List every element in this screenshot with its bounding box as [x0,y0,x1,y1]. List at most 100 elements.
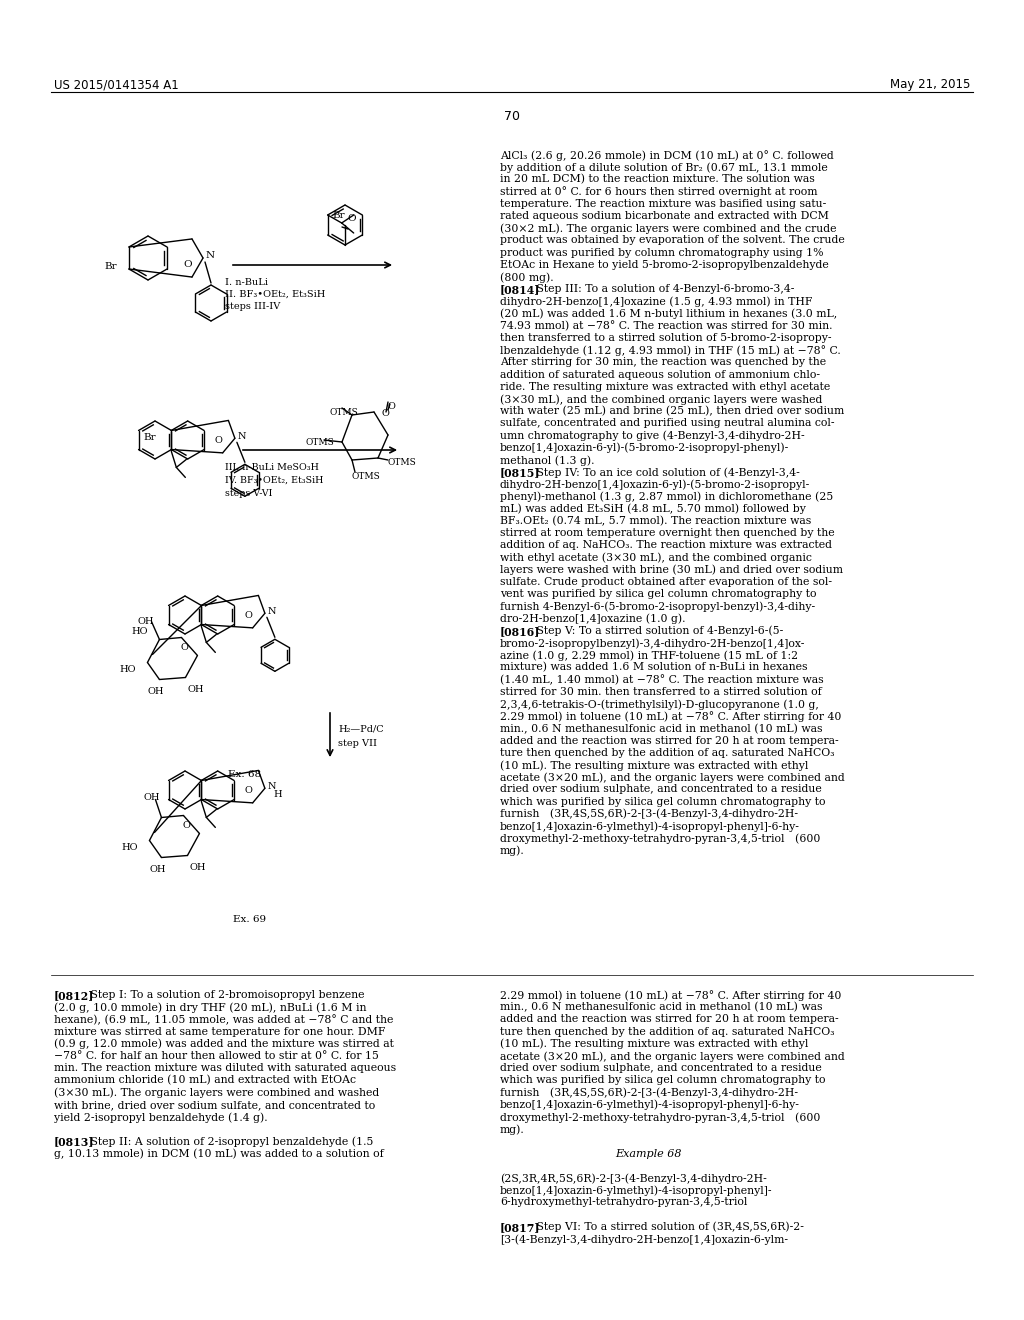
Text: Br: Br [143,433,156,441]
Text: OH: OH [187,685,204,694]
Text: lbenzaldehyde (1.12 g, 4.93 mmol) in THF (15 mL) at −78° C.: lbenzaldehyde (1.12 g, 4.93 mmol) in THF… [500,346,841,356]
Text: N: N [268,607,276,616]
Text: ture then quenched by the addition of aq. saturated NaHCO₃: ture then quenched by the addition of aq… [500,748,835,758]
Text: mixture was stirred at same temperature for one hour. DMF: mixture was stirred at same temperature … [54,1027,385,1036]
Text: Example 68: Example 68 [615,1148,682,1159]
Text: O: O [347,214,355,223]
Text: Step II: A solution of 2-isopropyl benzaldehyde (1.5: Step II: A solution of 2-isopropyl benza… [80,1137,373,1147]
Text: 74.93 mmol) at −78° C. The reaction was stirred for 30 min.: 74.93 mmol) at −78° C. The reaction was … [500,321,833,331]
Text: furnish 4-Benzyl-6-(5-bromo-2-isopropyl-benzyl)-3,4-dihy-: furnish 4-Benzyl-6-(5-bromo-2-isopropyl-… [500,602,815,612]
Text: product was purified by column chromatography using 1%: product was purified by column chromatog… [500,248,823,257]
Text: O: O [245,611,253,620]
Text: which was purified by silica gel column chromatography to: which was purified by silica gel column … [500,1076,825,1085]
Text: Step IV: To an ice cold solution of (4-Benzyl-3,4-: Step IV: To an ice cold solution of (4-B… [525,467,800,478]
Text: min., 0.6 N methanesulfonic acid in methanol (10 mL) was: min., 0.6 N methanesulfonic acid in meth… [500,723,822,734]
Text: IV. BF₃•OEt₂, Et₃SiH: IV. BF₃•OEt₂, Et₃SiH [225,477,324,484]
Text: g, 10.13 mmole) in DCM (10 mL) was added to a solution of: g, 10.13 mmole) in DCM (10 mL) was added… [54,1148,384,1159]
Text: III. n-BuLi MeSO₃H: III. n-BuLi MeSO₃H [225,463,318,473]
Text: benzo[1,4]oxazin-6-ylmethyl)-4-isopropyl-phenyl]-6-hy-: benzo[1,4]oxazin-6-ylmethyl)-4-isopropyl… [500,1100,800,1110]
Text: Step I: To a solution of 2-bromoisopropyl benzene: Step I: To a solution of 2-bromoisopropy… [80,990,365,1001]
Text: OH: OH [147,688,164,697]
Text: with brine, dried over sodium sulfate, and concentrated to: with brine, dried over sodium sulfate, a… [54,1100,375,1110]
Text: [0815]: [0815] [500,467,541,478]
Text: 70: 70 [504,110,520,123]
Text: mg).: mg). [500,845,524,855]
Text: dried over sodium sulphate, and concentrated to a residue: dried over sodium sulphate, and concentr… [500,1063,821,1073]
Text: (3×30 mL). The organic layers were combined and washed: (3×30 mL). The organic layers were combi… [54,1088,379,1098]
Text: in 20 mL DCM) to the reaction mixture. The solution was: in 20 mL DCM) to the reaction mixture. T… [500,174,815,185]
Text: Ex. 68: Ex. 68 [228,770,261,779]
Text: After stirring for 30 min, the reaction was quenched by the: After stirring for 30 min, the reaction … [500,358,826,367]
Text: I. n-BuLi: I. n-BuLi [225,279,268,286]
Text: [0812]: [0812] [54,990,94,1001]
Text: stirred at 0° C. for 6 hours then stirred overnight at room: stirred at 0° C. for 6 hours then stirre… [500,186,817,198]
Text: azine (1.0 g, 2.29 mmol) in THF-toluene (15 mL of 1:2: azine (1.0 g, 2.29 mmol) in THF-toluene … [500,651,798,661]
Text: (2S,3R,4R,5S,6R)-2-[3-(4-Benzyl-3,4-dihydro-2H-: (2S,3R,4R,5S,6R)-2-[3-(4-Benzyl-3,4-dihy… [500,1173,767,1184]
Text: sulfate. Crude product obtained after evaporation of the sol-: sulfate. Crude product obtained after ev… [500,577,831,587]
Text: droxymethyl-2-methoxy-tetrahydro-pyran-3,4,5-triol   (600: droxymethyl-2-methoxy-tetrahydro-pyran-3… [500,1111,820,1122]
Text: droxymethyl-2-methoxy-tetrahydro-pyran-3,4,5-triol   (600: droxymethyl-2-methoxy-tetrahydro-pyran-3… [500,833,820,843]
Text: product was obtained by evaporation of the solvent. The crude: product was obtained by evaporation of t… [500,235,845,246]
Text: layers were washed with brine (30 mL) and dried over sodium: layers were washed with brine (30 mL) an… [500,565,843,576]
Text: Br: Br [104,261,117,271]
Text: Step V: To a stirred solution of 4-Benzyl-6-(5-: Step V: To a stirred solution of 4-Benzy… [525,626,783,636]
Text: steps III-IV: steps III-IV [225,302,281,312]
Text: II. BF₃•OEt₂, Et₃SiH: II. BF₃•OEt₂, Et₃SiH [225,290,326,300]
Text: O: O [183,260,193,269]
Text: N: N [206,252,215,260]
Text: benzo[1,4]oxazin-6-ylmethyl)-4-isopropyl-phenyl]-: benzo[1,4]oxazin-6-ylmethyl)-4-isopropyl… [500,1185,772,1196]
Text: step VII: step VII [338,739,377,748]
Text: −78° C. for half an hour then allowed to stir at 0° C. for 15: −78° C. for half an hour then allowed to… [54,1051,379,1061]
Text: dihydro-2H-benzo[1,4]oxazine (1.5 g, 4.93 mmol) in THF: dihydro-2H-benzo[1,4]oxazine (1.5 g, 4.9… [500,297,812,308]
Text: OTMS: OTMS [305,438,334,447]
Text: 2,3,4,6-tetrakis-O-(trimethylsilyl)-D-glucopyranone (1.0 g,: 2,3,4,6-tetrakis-O-(trimethylsilyl)-D-gl… [500,700,819,710]
Text: furnish   (3R,4S,5S,6R)-2-[3-(4-Benzyl-3,4-dihydro-2H-: furnish (3R,4S,5S,6R)-2-[3-(4-Benzyl-3,4… [500,809,798,820]
Text: methanol (1.3 g).: methanol (1.3 g). [500,455,595,466]
Text: May 21, 2015: May 21, 2015 [890,78,970,91]
Text: with water (25 mL) and brine (25 mL), then dried over sodium: with water (25 mL) and brine (25 mL), th… [500,407,844,417]
Text: ammonium chloride (10 mL) and extracted with EtOAc: ammonium chloride (10 mL) and extracted … [54,1076,356,1086]
Text: steps V-VI: steps V-VI [225,488,272,498]
Text: O: O [382,409,390,418]
Text: phenyl)-methanol (1.3 g, 2.87 mmol) in dichloromethane (25: phenyl)-methanol (1.3 g, 2.87 mmol) in d… [500,491,834,502]
Text: (2.0 g, 10.0 mmole) in dry THF (20 mL), nBuLi (1.6 M in: (2.0 g, 10.0 mmole) in dry THF (20 mL), … [54,1002,367,1012]
Text: furnish   (3R,4S,5S,6R)-2-[3-(4-Benzyl-3,4-dihydro-2H-: furnish (3R,4S,5S,6R)-2-[3-(4-Benzyl-3,4… [500,1088,798,1098]
Text: (10 mL). The resulting mixture was extracted with ethyl: (10 mL). The resulting mixture was extra… [500,760,808,771]
Text: OH: OH [143,793,160,803]
Text: bromo-2-isopropylbenzyl)-3,4-dihydro-2H-benzo[1,4]ox-: bromo-2-isopropylbenzyl)-3,4-dihydro-2H-… [500,638,805,648]
Text: temperature. The reaction mixture was basified using satu-: temperature. The reaction mixture was ba… [500,199,826,209]
Text: Step III: To a solution of 4-Benzyl-6-bromo-3,4-: Step III: To a solution of 4-Benzyl-6-br… [525,284,795,294]
Text: (10 mL). The resulting mixture was extracted with ethyl: (10 mL). The resulting mixture was extra… [500,1039,808,1049]
Text: OTMS: OTMS [330,408,358,417]
Text: dro-2H-benzo[1,4]oxazine (1.0 g).: dro-2H-benzo[1,4]oxazine (1.0 g). [500,614,685,624]
Text: addition of aq. NaHCO₃. The reaction mixture was extracted: addition of aq. NaHCO₃. The reaction mix… [500,540,831,550]
Text: Step VI: To a stirred solution of (3R,4S,5S,6R)-2-: Step VI: To a stirred solution of (3R,4S… [525,1222,804,1233]
Text: OH: OH [150,866,166,874]
Text: then transferred to a stirred solution of 5-bromo-2-isopropy-: then transferred to a stirred solution o… [500,333,831,343]
Text: [0816]: [0816] [500,626,541,636]
Text: (0.9 g, 12.0 mmole) was added and the mixture was stirred at: (0.9 g, 12.0 mmole) was added and the mi… [54,1039,394,1049]
Text: O: O [180,643,188,652]
Text: (3×30 mL), and the combined organic layers were washed: (3×30 mL), and the combined organic laye… [500,393,822,404]
Text: OH: OH [137,618,154,627]
Text: mL) was added Et₃SiH (4.8 mL, 5.70 mmol) followed by: mL) was added Et₃SiH (4.8 mL, 5.70 mmol)… [500,504,806,515]
Text: O: O [388,403,396,411]
Text: O: O [245,785,253,795]
Text: HO: HO [131,627,147,636]
Text: by addition of a dilute solution of Br₂ (0.67 mL, 13.1 mmole: by addition of a dilute solution of Br₂ … [500,162,827,173]
Text: hexane), (6.9 mL, 11.05 mmole, was added at −78° C and the: hexane), (6.9 mL, 11.05 mmole, was added… [54,1014,393,1026]
Text: O: O [182,821,190,829]
Text: stirred for 30 min. then transferred to a stirred solution of: stirred for 30 min. then transferred to … [500,686,821,697]
Text: O: O [215,436,222,445]
Text: BF₃.OEt₂ (0.74 mL, 5.7 mmol). The reaction mixture was: BF₃.OEt₂ (0.74 mL, 5.7 mmol). The reacti… [500,516,811,527]
Text: (800 mg).: (800 mg). [500,272,554,282]
Text: (20 mL) was added 1.6 M n-butyl lithium in hexanes (3.0 mL,: (20 mL) was added 1.6 M n-butyl lithium … [500,309,838,319]
Text: OH: OH [189,863,206,873]
Text: N: N [268,781,276,791]
Text: which was purified by silica gel column chromatography to: which was purified by silica gel column … [500,796,825,807]
Text: 6-hydroxymethyl-tetrahydro-pyran-3,4,5-triol: 6-hydroxymethyl-tetrahydro-pyran-3,4,5-t… [500,1197,748,1208]
Text: rated aqueous sodium bicarbonate and extracted with DCM: rated aqueous sodium bicarbonate and ext… [500,211,828,220]
Text: added and the reaction was stirred for 20 h at room tempera-: added and the reaction was stirred for 2… [500,735,839,746]
Text: acetate (3×20 mL), and the organic layers were combined and: acetate (3×20 mL), and the organic layer… [500,772,845,783]
Text: vent was purified by silica gel column chromatography to: vent was purified by silica gel column c… [500,589,816,599]
